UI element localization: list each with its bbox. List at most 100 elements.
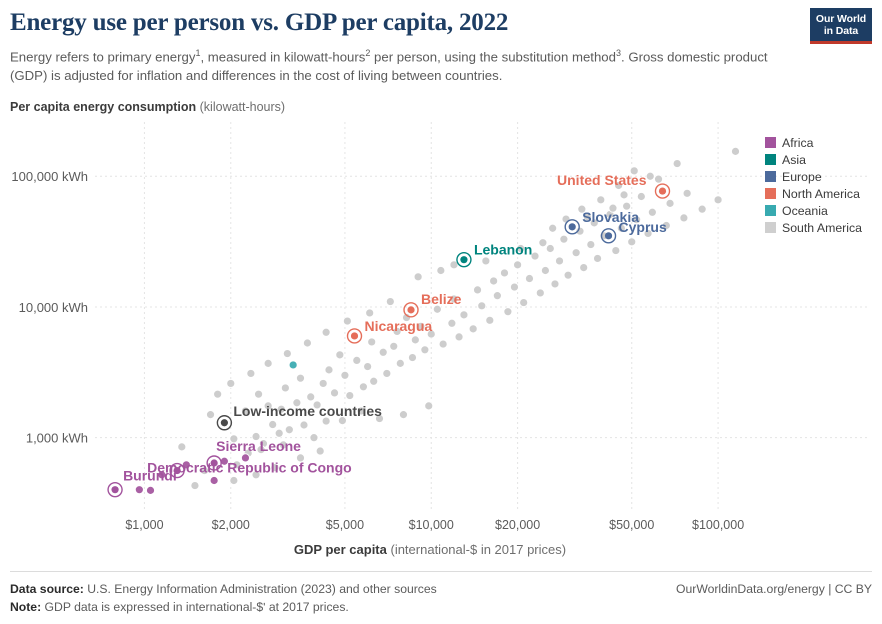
scatter-point[interactable]: [561, 214, 571, 224]
scatter-point[interactable]: [251, 431, 261, 442]
highlighted-scatter-point[interactable]: [220, 419, 228, 427]
scatter-point[interactable]: [608, 203, 618, 213]
scatter-point[interactable]: [306, 392, 316, 402]
scatter-point[interactable]: [385, 296, 395, 307]
scatter-point[interactable]: [416, 321, 426, 331]
scatter-point[interactable]: [447, 318, 457, 328]
highlighted-scatter-point[interactable]: [210, 459, 218, 467]
scatter-point[interactable]: [582, 212, 592, 222]
scatter-point[interactable]: [554, 256, 565, 266]
scatter-point[interactable]: [340, 370, 350, 380]
scatter-point[interactable]: [312, 400, 322, 410]
scatter-point[interactable]: [181, 460, 191, 470]
scatter-point[interactable]: [548, 223, 558, 233]
scatter-point[interactable]: [713, 195, 723, 205]
scatter-point[interactable]: [645, 171, 655, 181]
scatter-point[interactable]: [282, 348, 292, 359]
scatter-point[interactable]: [672, 158, 682, 169]
scatter-point[interactable]: [374, 413, 385, 424]
scatter-point[interactable]: [177, 442, 187, 452]
scatter-point[interactable]: [209, 475, 219, 486]
scatter-point[interactable]: [730, 146, 741, 156]
highlighted-scatter-point[interactable]: [173, 466, 181, 475]
scatter-point[interactable]: [240, 406, 251, 416]
scatter-point[interactable]: [679, 213, 689, 223]
scatter-point[interactable]: [513, 260, 523, 270]
scatter-point[interactable]: [335, 350, 345, 360]
scatter-point[interactable]: [240, 453, 251, 463]
scatter-point[interactable]: [352, 355, 362, 365]
scatter-point[interactable]: [321, 416, 331, 426]
scatter-point[interactable]: [438, 339, 448, 349]
scatter-point[interactable]: [545, 243, 555, 254]
scatter-point[interactable]: [481, 256, 491, 266]
scatter-point[interactable]: [632, 215, 642, 225]
scatter-point[interactable]: [190, 480, 200, 491]
scatter-point[interactable]: [682, 188, 692, 198]
scatter-point[interactable]: [579, 263, 589, 273]
scatter-point[interactable]: [280, 383, 290, 393]
scatter-point[interactable]: [315, 446, 325, 456]
scatter-point[interactable]: [263, 401, 273, 411]
scatter-point[interactable]: [337, 416, 347, 426]
scatter-point[interactable]: [647, 207, 657, 217]
scatter-point[interactable]: [226, 378, 236, 389]
scatter-point[interactable]: [589, 218, 599, 228]
scatter-point[interactable]: [492, 291, 502, 301]
scatter-point[interactable]: [540, 265, 550, 276]
scatter-point[interactable]: [243, 448, 253, 458]
scatter-point[interactable]: [268, 419, 278, 430]
scatter-point[interactable]: [636, 191, 646, 202]
scatter-point[interactable]: [616, 223, 626, 233]
scatter-point[interactable]: [599, 231, 609, 241]
scatter-point[interactable]: [270, 463, 280, 473]
scatter-point[interactable]: [485, 315, 495, 325]
highlighted-scatter-point[interactable]: [658, 187, 667, 195]
scatter-point[interactable]: [407, 352, 418, 363]
scatter-point[interactable]: [363, 361, 373, 372]
highlighted-scatter-point[interactable]: [407, 306, 415, 314]
scatter-point[interactable]: [365, 308, 375, 318]
scatter-point[interactable]: [449, 294, 459, 304]
scatter-point[interactable]: [288, 360, 298, 370]
scatter-point[interactable]: [420, 345, 430, 355]
scatter-point[interactable]: [401, 312, 412, 323]
scatter-point[interactable]: [468, 324, 478, 334]
scatter-point[interactable]: [295, 373, 306, 383]
scatter-point[interactable]: [436, 265, 446, 276]
scatter-point[interactable]: [382, 368, 392, 379]
scatter-point[interactable]: [459, 310, 469, 320]
scatter-point[interactable]: [697, 204, 707, 214]
scatter-point[interactable]: [251, 470, 261, 480]
scatter-point[interactable]: [477, 301, 487, 311]
scatter-point[interactable]: [253, 389, 264, 399]
scatter-point[interactable]: [302, 338, 313, 348]
scatter-point[interactable]: [449, 260, 459, 270]
scatter-point[interactable]: [535, 288, 545, 298]
owid-logo[interactable]: Our World in Data: [810, 8, 872, 44]
scatter-point[interactable]: [653, 174, 664, 184]
highlighted-scatter-point[interactable]: [604, 232, 613, 240]
scatter-point[interactable]: [329, 388, 340, 398]
scatter-point[interactable]: [229, 434, 239, 444]
scatter-point[interactable]: [611, 245, 621, 256]
scatter-point[interactable]: [309, 433, 319, 443]
legend-item-africa[interactable]: Africa: [765, 134, 882, 151]
scatter-point[interactable]: [274, 428, 284, 438]
scatter-point[interactable]: [367, 337, 377, 347]
scatter-point[interactable]: [577, 204, 587, 214]
scatter-point[interactable]: [472, 285, 483, 295]
scatter-point[interactable]: [246, 368, 256, 379]
scatter-point[interactable]: [538, 238, 548, 248]
scatter-point[interactable]: [324, 365, 334, 375]
scatter-point[interactable]: [295, 453, 306, 463]
scatter-point[interactable]: [516, 243, 526, 254]
scatter-point[interactable]: [321, 327, 331, 337]
scatter-point[interactable]: [395, 358, 405, 368]
scatter-point[interactable]: [134, 485, 144, 495]
scatter-point[interactable]: [276, 404, 286, 414]
scatter-point[interactable]: [378, 347, 388, 357]
scatter-point[interactable]: [369, 376, 379, 386]
scatter-point[interactable]: [643, 228, 653, 239]
legend-item-south-america[interactable]: South America: [765, 219, 882, 236]
